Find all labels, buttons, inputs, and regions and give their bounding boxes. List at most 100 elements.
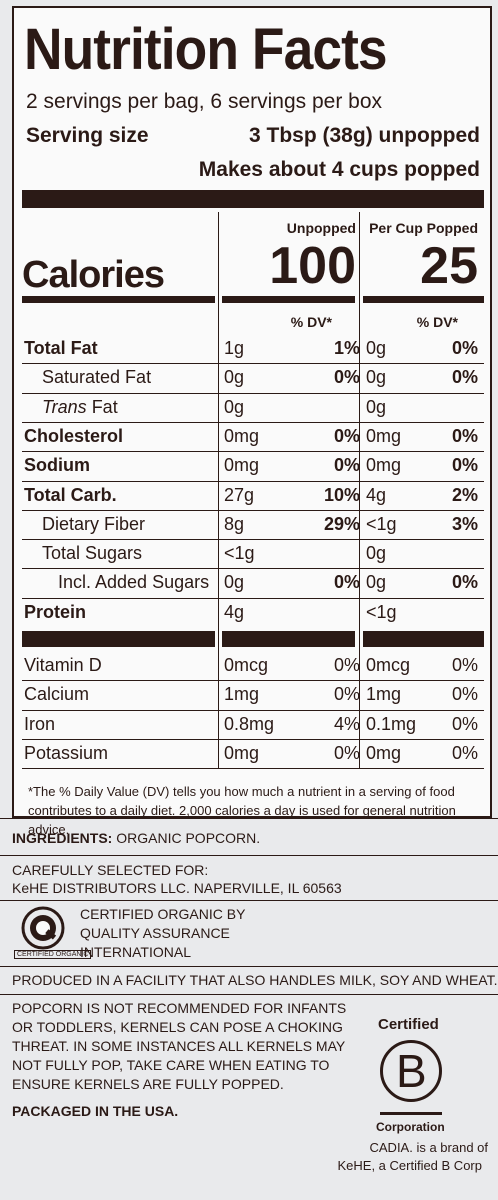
nutrient-label: Total Fat [24, 338, 98, 358]
row-rule [22, 680, 484, 681]
row-rule [22, 510, 484, 511]
row-rule [22, 710, 484, 711]
section-divider [0, 818, 498, 819]
nutrient-label: Trans Fat [42, 397, 118, 418]
b-corp-rule [380, 1112, 442, 1115]
nutrient-amount-popped: <1g [366, 513, 397, 534]
footnote: *The % Daily Value (DV) tells you how mu… [28, 784, 456, 837]
nutrient-dv-unpopped: 10% [323, 484, 360, 505]
nutrient-dv-unpopped: 0% [333, 367, 360, 388]
nutrient-label: Incl. Added Sugars [58, 572, 210, 593]
nutrient-amount-popped: 0g [366, 572, 387, 593]
thick-divider [22, 190, 484, 208]
qai-logo: CERTIFIED ORGANIC [14, 906, 92, 964]
row-rule [22, 739, 484, 740]
serving-size-value: 3 Tbsp (38g) unpopped [249, 124, 480, 147]
facility-statement: PRODUCED IN A FACILITY THAT ALSO HANDLES… [12, 972, 498, 988]
qai-caption: CERTIFIED ORGANIC [14, 950, 92, 959]
col-popped-head: Per Cup Popped [369, 220, 478, 236]
b-corp-top: Certified [378, 1016, 439, 1033]
nutrient-amount-unpopped: 4g [224, 601, 245, 622]
row-rule [22, 768, 484, 769]
nutrient-dv-unpopped: 0% [333, 684, 360, 705]
nutrient-dv-popped: 0% [451, 367, 478, 388]
nutrient-amount-popped: 4g [366, 484, 387, 505]
panel-title: Nutrition Facts [24, 17, 388, 82]
nutrient-amount-popped: 0mcg [366, 655, 411, 675]
makes-popped: Makes about 4 cups popped [198, 158, 480, 181]
nutrient-dv-popped: 3% [451, 513, 478, 534]
nutrient-label: Iron [24, 713, 56, 734]
calories-popped: 25 [420, 237, 478, 295]
nutrient-dv-popped: 0% [451, 338, 478, 358]
nutrient-dv-unpopped: 0% [333, 572, 360, 593]
nutrient-amount-popped: 0g [366, 396, 387, 417]
nutrient-amount-popped: 1mg [366, 684, 402, 705]
cadia-line-2: KeHE, a Certified B Corp [337, 1158, 482, 1173]
nutrient-amount-unpopped: 27g [224, 484, 255, 505]
vitamins-bar [222, 631, 355, 647]
nutrient-amount-unpopped: 1g [224, 338, 245, 358]
nutrient-amount-unpopped: 0mcg [224, 655, 269, 675]
certified-line-1: CERTIFIED ORGANIC BY [80, 906, 246, 922]
nutrient-dv-unpopped: 0% [333, 655, 360, 675]
nutrient-label: Potassium [24, 742, 109, 763]
nutrient-label: Calcium [24, 684, 90, 705]
nutrient-dv-popped: 2% [451, 484, 478, 505]
nutrient-dv-unpopped: 1% [333, 338, 360, 358]
serving-size-label: Serving size [26, 124, 149, 147]
nutrient-label: Total Sugars [42, 543, 143, 564]
nutrient-amount-unpopped: 1mg [224, 684, 260, 705]
nutrient-amount-popped: 0mg [366, 425, 402, 446]
nutrient-label: Dietary Fiber [42, 513, 146, 534]
nutrient-amount-unpopped: 0mg [224, 425, 260, 446]
divider [0, 966, 498, 967]
nutrient-amount-unpopped: 0g [224, 396, 245, 417]
dv-head-2: % DV* [416, 314, 458, 330]
nutrient-label: Sodium [24, 455, 90, 476]
warning-line-3: THREAT. IN SOME INSTANCES ALL KERNELS MA… [12, 1038, 346, 1054]
nutrient-amount-unpopped: <1g [224, 543, 255, 564]
row-rule [22, 363, 484, 364]
packaged-statement: PACKAGED IN THE USA. [12, 1103, 179, 1119]
b-corp-logo: Certified B Corporation [372, 1016, 452, 1140]
calories-bar-1 [22, 296, 215, 303]
divider [0, 855, 498, 856]
nutrient-dv-popped: 0% [451, 684, 478, 705]
warning-line-5: ENSURE KERNELS ARE FULLY POPPED. [12, 1076, 284, 1092]
b-corp-letter: B [396, 1045, 427, 1097]
servings-per-container: 2 servings per bag, 6 servings per box [26, 90, 383, 113]
nutrient-label: Protein [24, 601, 87, 622]
nutrient-amount-popped: 0mg [366, 742, 402, 763]
row-rule [22, 393, 484, 394]
calories-bar-2 [222, 296, 355, 303]
nutrient-amount-popped: 0g [366, 543, 387, 564]
calories-label: Calories [22, 254, 165, 296]
col-unpopped-head: Unpopped [286, 220, 356, 236]
nutrient-amount-unpopped: 0g [224, 367, 245, 388]
nutrient-label: Cholesterol [24, 425, 124, 446]
divider [0, 994, 498, 995]
ingredients-label: INGREDIENTS: [12, 830, 113, 846]
row-rule [22, 568, 484, 569]
calories-bar-3 [363, 296, 484, 303]
dv-head-1: % DV* [290, 314, 332, 330]
calories-unpopped: 100 [269, 237, 356, 295]
vitamins-bar [22, 631, 215, 647]
row-rule [22, 598, 484, 599]
nutrient-label-rest: Fat [86, 396, 118, 417]
nutrient-dv-unpopped: 0% [333, 455, 360, 476]
divider [0, 900, 498, 901]
nutrient-dv-unpopped: 0% [333, 425, 360, 446]
b-corp-circle [380, 1040, 442, 1102]
nutrient-dv-popped: 0% [451, 742, 478, 763]
nutrient-amount-popped: <1g [366, 601, 397, 622]
certified-line-2: QUALITY ASSURANCE [80, 925, 230, 941]
warning-line-4: NOT FULLY POP, TAKE CARE WHEN EATING TO [12, 1057, 330, 1073]
nutrient-dv-unpopped: 29% [323, 513, 360, 534]
nutrient-label: Saturated Fat [42, 367, 152, 388]
column-divider-2 [359, 212, 360, 768]
warning-line-1: POPCORN IS NOT RECOMMENDED FOR INFANTS [12, 1000, 347, 1016]
nutrient-label: Total Carb. [24, 484, 117, 505]
nutrient-dv-popped: 0% [451, 425, 478, 446]
